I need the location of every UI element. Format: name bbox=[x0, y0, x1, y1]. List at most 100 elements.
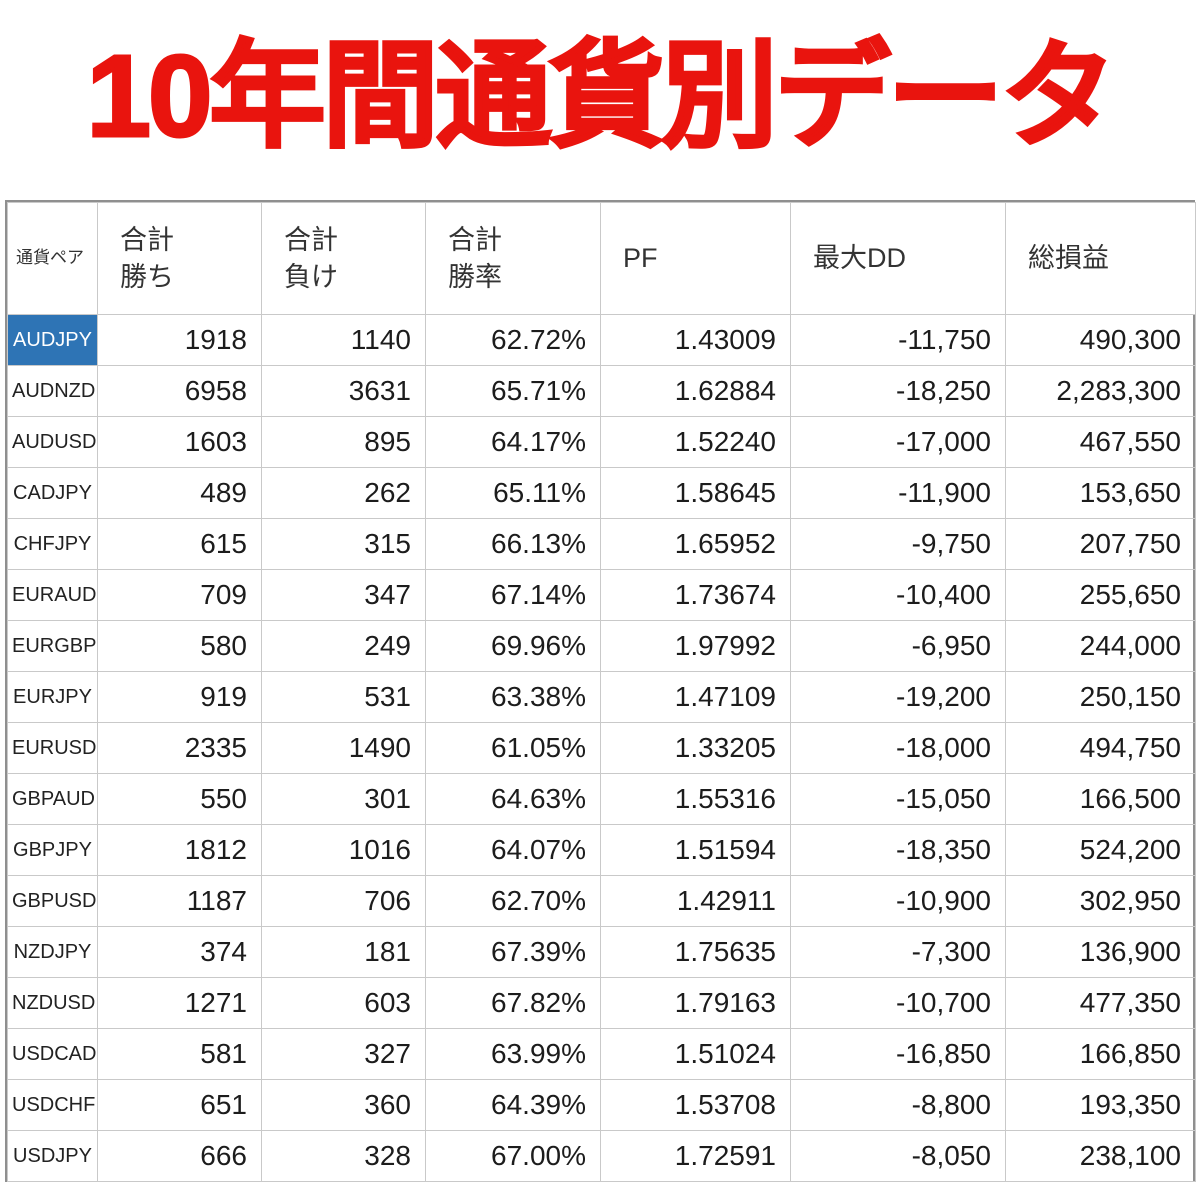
pnl-cell[interactable]: 166,850 bbox=[1005, 1028, 1196, 1080]
wins-cell[interactable]: 1271 bbox=[97, 977, 262, 1029]
maxdd-cell[interactable]: -16,850 bbox=[790, 1028, 1006, 1080]
pair-cell[interactable]: GBPJPY bbox=[7, 824, 98, 876]
wins-cell[interactable]: 1918 bbox=[97, 314, 262, 366]
winrate-cell[interactable]: 64.63% bbox=[425, 773, 601, 825]
wins-cell[interactable]: 6958 bbox=[97, 365, 262, 417]
pnl-cell[interactable]: 2,283,300 bbox=[1005, 365, 1196, 417]
losses-cell[interactable]: 347 bbox=[261, 569, 426, 621]
losses-cell[interactable]: 603 bbox=[261, 977, 426, 1029]
pnl-cell[interactable]: 524,200 bbox=[1005, 824, 1196, 876]
wins-cell[interactable]: 919 bbox=[97, 671, 262, 723]
pair-cell[interactable]: AUDNZD bbox=[7, 365, 98, 417]
winrate-cell[interactable]: 63.99% bbox=[425, 1028, 601, 1080]
winrate-cell[interactable]: 69.96% bbox=[425, 620, 601, 672]
wins-cell[interactable]: 550 bbox=[97, 773, 262, 825]
maxdd-cell[interactable]: -18,350 bbox=[790, 824, 1006, 876]
maxdd-cell[interactable]: -18,250 bbox=[790, 365, 1006, 417]
header-max-dd[interactable]: 最大DD bbox=[790, 202, 1006, 315]
maxdd-cell[interactable]: -10,700 bbox=[790, 977, 1006, 1029]
wins-cell[interactable]: 709 bbox=[97, 569, 262, 621]
losses-cell[interactable]: 706 bbox=[261, 875, 426, 927]
maxdd-cell[interactable]: -18,000 bbox=[790, 722, 1006, 774]
pf-cell[interactable]: 1.51024 bbox=[600, 1028, 791, 1080]
header-total-wins[interactable]: 合計 勝ち bbox=[97, 202, 262, 315]
wins-cell[interactable]: 1812 bbox=[97, 824, 262, 876]
pf-cell[interactable]: 1.97992 bbox=[600, 620, 791, 672]
winrate-cell[interactable]: 62.70% bbox=[425, 875, 601, 927]
maxdd-cell[interactable]: -19,200 bbox=[790, 671, 1006, 723]
pnl-cell[interactable]: 467,550 bbox=[1005, 416, 1196, 468]
wins-cell[interactable]: 651 bbox=[97, 1079, 262, 1131]
losses-cell[interactable]: 328 bbox=[261, 1130, 426, 1182]
pf-cell[interactable]: 1.52240 bbox=[600, 416, 791, 468]
pf-cell[interactable]: 1.42911 bbox=[600, 875, 791, 927]
winrate-cell[interactable]: 64.39% bbox=[425, 1079, 601, 1131]
wins-cell[interactable]: 1603 bbox=[97, 416, 262, 468]
losses-cell[interactable]: 1490 bbox=[261, 722, 426, 774]
pair-cell[interactable]: NZDJPY bbox=[7, 926, 98, 978]
wins-cell[interactable]: 580 bbox=[97, 620, 262, 672]
winrate-cell[interactable]: 67.39% bbox=[425, 926, 601, 978]
pnl-cell[interactable]: 193,350 bbox=[1005, 1079, 1196, 1131]
losses-cell[interactable]: 262 bbox=[261, 467, 426, 519]
pair-cell[interactable]: EURAUD bbox=[7, 569, 98, 621]
losses-cell[interactable]: 531 bbox=[261, 671, 426, 723]
wins-cell[interactable]: 374 bbox=[97, 926, 262, 978]
pf-cell[interactable]: 1.43009 bbox=[600, 314, 791, 366]
header-total-pnl[interactable]: 総損益 bbox=[1005, 202, 1196, 315]
pair-cell[interactable]: USDCHF bbox=[7, 1079, 98, 1131]
maxdd-cell[interactable]: -15,050 bbox=[790, 773, 1006, 825]
pair-cell[interactable]: USDCAD bbox=[7, 1028, 98, 1080]
header-currency-pair[interactable]: 通貨ペア bbox=[7, 202, 98, 315]
pnl-cell[interactable]: 494,750 bbox=[1005, 722, 1196, 774]
pf-cell[interactable]: 1.72591 bbox=[600, 1130, 791, 1182]
winrate-cell[interactable]: 65.71% bbox=[425, 365, 601, 417]
pair-cell[interactable]: GBPAUD bbox=[7, 773, 98, 825]
losses-cell[interactable]: 301 bbox=[261, 773, 426, 825]
maxdd-cell[interactable]: -11,750 bbox=[790, 314, 1006, 366]
header-pf[interactable]: PF bbox=[600, 202, 791, 315]
pair-cell[interactable]: EURGBP bbox=[7, 620, 98, 672]
pf-cell[interactable]: 1.65952 bbox=[600, 518, 791, 570]
wins-cell[interactable]: 2335 bbox=[97, 722, 262, 774]
pair-cell[interactable]: CADJPY bbox=[7, 467, 98, 519]
pair-cell[interactable]: CHFJPY bbox=[7, 518, 98, 570]
maxdd-cell[interactable]: -17,000 bbox=[790, 416, 1006, 468]
losses-cell[interactable]: 3631 bbox=[261, 365, 426, 417]
pair-cell[interactable]: EURUSD bbox=[7, 722, 98, 774]
losses-cell[interactable]: 1016 bbox=[261, 824, 426, 876]
pnl-cell[interactable]: 166,500 bbox=[1005, 773, 1196, 825]
maxdd-cell[interactable]: -10,400 bbox=[790, 569, 1006, 621]
pnl-cell[interactable]: 207,750 bbox=[1005, 518, 1196, 570]
losses-cell[interactable]: 895 bbox=[261, 416, 426, 468]
winrate-cell[interactable]: 67.00% bbox=[425, 1130, 601, 1182]
pair-cell[interactable]: NZDUSD bbox=[7, 977, 98, 1029]
maxdd-cell[interactable]: -11,900 bbox=[790, 467, 1006, 519]
winrate-cell[interactable]: 64.07% bbox=[425, 824, 601, 876]
winrate-cell[interactable]: 62.72% bbox=[425, 314, 601, 366]
pair-cell[interactable]: AUDUSD bbox=[7, 416, 98, 468]
pf-cell[interactable]: 1.75635 bbox=[600, 926, 791, 978]
wins-cell[interactable]: 615 bbox=[97, 518, 262, 570]
pnl-cell[interactable]: 238,100 bbox=[1005, 1130, 1196, 1182]
pnl-cell[interactable]: 255,650 bbox=[1005, 569, 1196, 621]
pnl-cell[interactable]: 136,900 bbox=[1005, 926, 1196, 978]
pair-cell[interactable]: EURJPY bbox=[7, 671, 98, 723]
pf-cell[interactable]: 1.53708 bbox=[600, 1079, 791, 1131]
maxdd-cell[interactable]: -6,950 bbox=[790, 620, 1006, 672]
pf-cell[interactable]: 1.58645 bbox=[600, 467, 791, 519]
losses-cell[interactable]: 315 bbox=[261, 518, 426, 570]
winrate-cell[interactable]: 66.13% bbox=[425, 518, 601, 570]
wins-cell[interactable]: 1187 bbox=[97, 875, 262, 927]
wins-cell[interactable]: 489 bbox=[97, 467, 262, 519]
pair-cell[interactable]: GBPUSD bbox=[7, 875, 98, 927]
pnl-cell[interactable]: 250,150 bbox=[1005, 671, 1196, 723]
pf-cell[interactable]: 1.55316 bbox=[600, 773, 791, 825]
pf-cell[interactable]: 1.51594 bbox=[600, 824, 791, 876]
losses-cell[interactable]: 360 bbox=[261, 1079, 426, 1131]
winrate-cell[interactable]: 64.17% bbox=[425, 416, 601, 468]
pf-cell[interactable]: 1.62884 bbox=[600, 365, 791, 417]
winrate-cell[interactable]: 65.11% bbox=[425, 467, 601, 519]
wins-cell[interactable]: 581 bbox=[97, 1028, 262, 1080]
header-total-winrate[interactable]: 合計 勝率 bbox=[425, 202, 601, 315]
